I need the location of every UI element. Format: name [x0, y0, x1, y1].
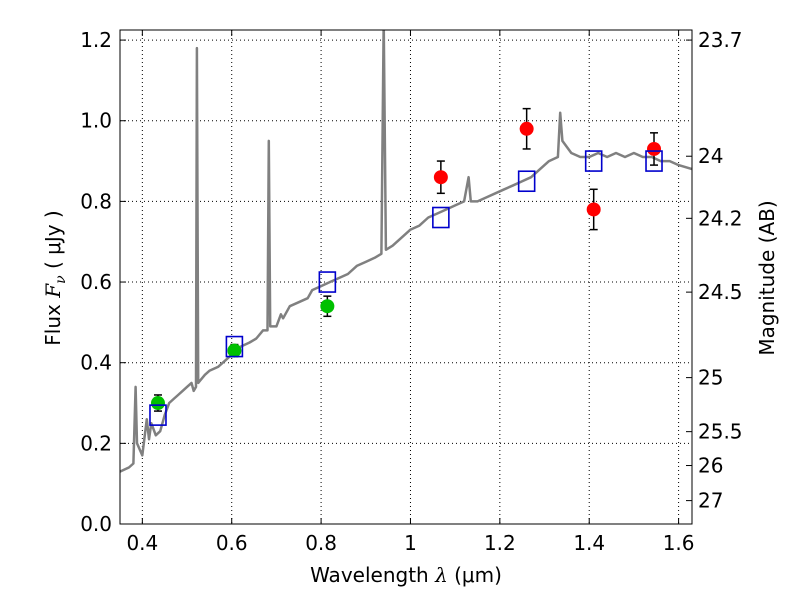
x-tick-label: 0.8 [305, 531, 337, 555]
y2-tick-label: 26 [698, 454, 723, 478]
model-box [225, 335, 244, 358]
red-data-point [647, 141, 662, 156]
spectrum-line [120, 30, 692, 473]
x-tick-label: 1.4 [573, 531, 605, 555]
model-box [149, 404, 167, 426]
red-data-point [433, 170, 448, 185]
model-box [517, 170, 536, 193]
y-tick-label: 0.4 [80, 351, 112, 375]
red-data-point [519, 121, 534, 136]
model-box [432, 206, 450, 229]
green-data-point [227, 343, 242, 358]
grid-lines [120, 30, 692, 525]
x-axis-title: Wavelength λ (μm) [310, 563, 502, 587]
y2-tick-label: 27 [698, 489, 723, 513]
marker-series [149, 107, 663, 426]
y2-tick-label: 24.5 [698, 280, 743, 304]
y2-tick-label: 25 [698, 366, 723, 390]
green-data-point [320, 299, 335, 314]
model-box [645, 150, 663, 172]
y-tick-label: 0.0 [80, 512, 112, 536]
y2-axis-title: Magnitude (AB) [755, 200, 779, 355]
x-tick-label: 0.4 [126, 531, 158, 555]
y-tick-label: 1.0 [80, 109, 112, 133]
y2-tick-label: 23.7 [698, 28, 743, 52]
green-data-point [150, 396, 165, 411]
y2-tick-label: 25.5 [698, 420, 743, 444]
plot-frame [119, 29, 693, 525]
x-tick-label: 0.6 [216, 531, 248, 555]
y-tick-label: 1.2 [80, 28, 112, 52]
spectrum-series [120, 30, 692, 473]
model-box [584, 150, 603, 172]
x-tick-label: 1.6 [663, 531, 695, 555]
y2-tick-label: 24 [698, 144, 723, 168]
x-tick-label: 1 [404, 531, 417, 555]
red-data-point [586, 202, 601, 217]
y2-tick-label: 24.2 [698, 206, 743, 230]
model-box [318, 271, 337, 293]
y-tick-label: 0.6 [80, 270, 112, 294]
y-axis-title: Flux Fν ( μJy ) [41, 210, 69, 345]
axis-ticks: 0.4 0.6 0.8 1 1.2 1.4 1.6 0.0 0.2 0.4 0.6 0.8 1.0 1.2… [80, 28, 742, 555]
y-tick-label: 0.2 [80, 431, 112, 455]
y-tick-label: 0.8 [80, 189, 112, 213]
x-tick-label: 1.2 [484, 531, 516, 555]
